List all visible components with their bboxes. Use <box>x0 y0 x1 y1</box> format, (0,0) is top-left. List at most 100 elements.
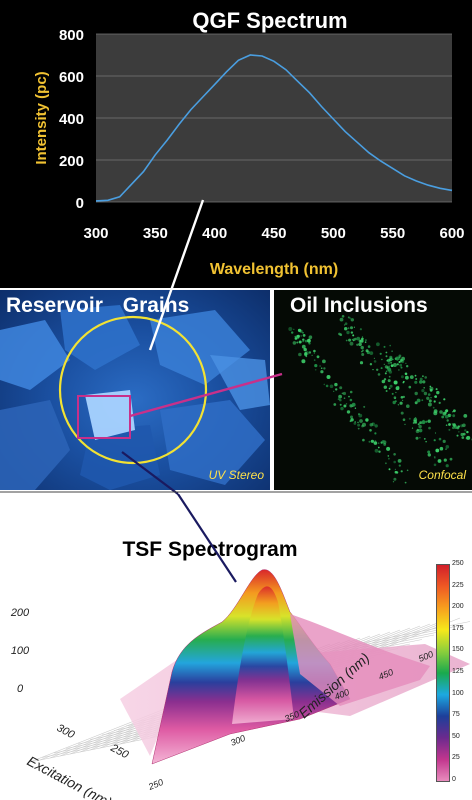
inclusion-speck <box>394 468 396 470</box>
inclusion-speck <box>350 415 353 419</box>
inclusion-speck <box>296 334 300 338</box>
inclusion-speck <box>385 390 388 392</box>
inclusion-speck <box>345 339 348 342</box>
inclusion-speck <box>385 462 387 465</box>
inclusion-speck <box>404 481 407 484</box>
inclusion-speck <box>398 360 401 364</box>
inclusion-speck <box>392 358 394 360</box>
inclusion-speck <box>428 399 432 403</box>
excitation-axis-label: Excitation (nm) <box>25 753 115 800</box>
inclusion-speck <box>402 418 406 421</box>
inclusion-speck <box>291 331 294 334</box>
inclusion-speck <box>427 450 431 454</box>
inclusion-speck <box>380 367 383 370</box>
inclusion-speck <box>354 407 357 409</box>
inclusion-speck <box>452 423 456 427</box>
inclusion-speck <box>399 363 403 367</box>
inclusion-speck <box>319 365 321 367</box>
inclusion-speck <box>392 363 397 367</box>
inclusion-speck <box>374 424 378 428</box>
inclusion-speck <box>393 453 396 456</box>
inclusion-speck <box>333 390 335 392</box>
inclusion-speck <box>357 423 361 427</box>
inclusion-speck <box>402 395 405 399</box>
inclusion-speck <box>364 339 367 342</box>
inclusion-speck <box>364 341 367 343</box>
inclusion-speck <box>349 398 353 402</box>
inclusion-speck <box>357 427 360 430</box>
inclusion-speck <box>404 372 408 376</box>
inclusion-speck <box>347 327 350 330</box>
inclusion-speck <box>393 380 398 385</box>
tsf-excitation-tick-label: 300 <box>55 722 78 742</box>
inclusion-speck <box>427 419 431 423</box>
inclusion-speck <box>393 460 396 464</box>
inclusion-speck <box>296 341 299 344</box>
inclusion-speck <box>389 344 391 347</box>
tsf-surface-ridge <box>232 586 294 724</box>
inclusion-speck <box>414 401 418 405</box>
inclusion-speck <box>441 415 445 419</box>
inclusion-speck <box>444 414 449 419</box>
inclusion-speck <box>373 360 377 363</box>
inclusion-speck <box>298 340 302 344</box>
inclusion-speck <box>419 377 423 381</box>
inclusion-speck <box>387 367 392 372</box>
inclusion-speck <box>436 390 440 395</box>
inclusion-speck <box>428 426 431 430</box>
inclusion-speck <box>419 437 421 439</box>
inclusion-speck <box>413 417 418 422</box>
inclusion-speck <box>388 375 391 378</box>
inclusion-speck <box>313 349 316 353</box>
inclusion-speck <box>350 326 353 330</box>
inclusion-speck <box>298 352 302 357</box>
inclusion-speck <box>400 470 403 473</box>
inclusion-speck <box>391 392 394 395</box>
qgf-y-tick-label: 600 <box>59 69 84 86</box>
inclusion-speck <box>343 397 346 399</box>
inclusion-speck <box>348 338 352 342</box>
inclusion-speck <box>388 358 392 362</box>
inclusion-speck <box>349 420 352 423</box>
tsf-colorbar-tick-label: 200 <box>452 603 464 611</box>
inclusion-speck <box>400 366 403 369</box>
inclusion-speck <box>378 442 380 444</box>
inclusion-speck <box>415 378 418 380</box>
inclusion-speck <box>448 428 451 431</box>
tsf-colorbar-tick-label: 0 <box>452 776 456 783</box>
inclusion-speck <box>353 422 357 425</box>
inclusion-speck <box>339 333 343 336</box>
tsf-colorbar <box>436 564 450 782</box>
inclusion-speck <box>337 398 340 401</box>
tsf-surface-tail <box>290 614 430 706</box>
inclusion-speck <box>325 384 329 388</box>
inclusion-speck <box>442 412 447 416</box>
inclusion-speck <box>356 343 359 346</box>
inclusion-speck <box>434 457 436 459</box>
inclusion-speck <box>373 441 378 445</box>
inclusion-speck <box>448 423 451 426</box>
inclusion-speck <box>387 362 391 365</box>
inclusion-speck <box>463 414 468 418</box>
inclusion-speck <box>398 464 401 467</box>
inclusion-speck <box>349 317 351 319</box>
inclusion-speck <box>388 468 391 471</box>
inclusion-speck <box>360 345 364 350</box>
qgf-title: QGF Spectrum <box>192 8 347 33</box>
inclusion-speck <box>446 419 449 422</box>
inclusion-speck <box>400 396 404 399</box>
inclusion-speck <box>402 399 404 401</box>
inclusion-speck <box>433 439 436 442</box>
inclusion-speck <box>338 394 342 399</box>
inclusion-speck <box>302 334 306 337</box>
inclusion-speck <box>367 345 371 348</box>
inclusion-speck <box>294 337 298 340</box>
inclusion-speck <box>425 441 427 443</box>
inclusion-speck <box>352 338 355 341</box>
inclusion-speck <box>368 440 371 443</box>
inclusion-speck <box>421 420 426 425</box>
inclusion-speck <box>363 405 366 408</box>
inclusion-speck <box>339 403 342 406</box>
inclusion-speck <box>387 379 391 383</box>
tsf-z-tick-label: 200 <box>10 607 30 619</box>
